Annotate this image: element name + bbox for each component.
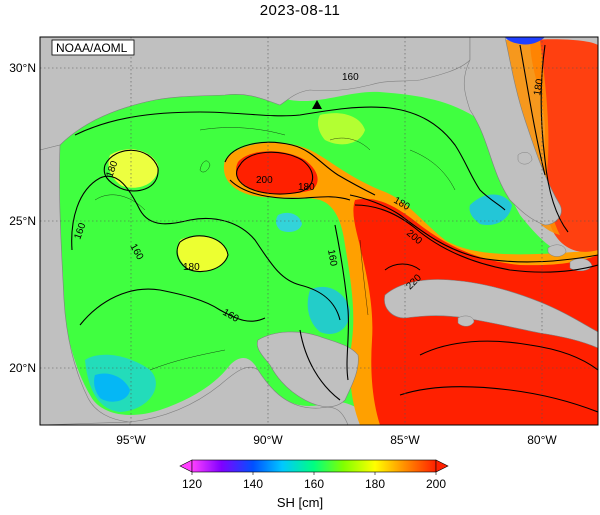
- contour-label: 180: [183, 262, 200, 273]
- lon-label: 85°W: [390, 433, 420, 447]
- lon-label: 95°W: [116, 433, 146, 447]
- cool-patch-sw: [94, 373, 130, 402]
- lon-label: 90°W: [253, 433, 283, 447]
- colorbar-tick-label: 180: [365, 477, 385, 491]
- colorbar-tick-label: 200: [426, 477, 446, 491]
- loop-current-red: [235, 151, 318, 194]
- station-marker-triangle: [312, 100, 322, 109]
- colorbar-max-arrow: [435, 459, 449, 473]
- map-frame: [39, 36, 599, 426]
- warm-patch-west: [108, 149, 159, 188]
- cool-patch-south: [307, 286, 350, 334]
- contour-label: 180: [532, 78, 546, 97]
- contour-label: 160: [342, 72, 359, 83]
- atlantic-blue: [505, 37, 545, 45]
- bahamas-1: [547, 244, 567, 257]
- colorbar-tick-label: 160: [304, 477, 324, 491]
- florida-peninsula: [463, 37, 562, 226]
- cool-patch-florida: [469, 194, 512, 226]
- contour-lines: [71, 44, 598, 413]
- contour-label: 200: [256, 175, 273, 186]
- contour-label: 160: [325, 249, 339, 268]
- lon-label: 80°W: [527, 433, 557, 447]
- mexico-west: [40, 144, 131, 425]
- isle-of-youth: [457, 315, 475, 327]
- mexico-south: [129, 366, 349, 425]
- source-label: NOAA/AOML: [56, 41, 128, 55]
- colorbar: [179, 459, 449, 475]
- lat-label: 25°N: [9, 214, 36, 228]
- longitude-labels: 95°W 90°W 85°W 80°W: [116, 433, 557, 447]
- lat-label: 30°N: [9, 61, 36, 75]
- cuba: [384, 279, 598, 349]
- colorbar-unit-label: SH [cm]: [276, 495, 324, 510]
- us-gulf-coast: [40, 37, 471, 151]
- map-title: 2023-08-11: [259, 2, 341, 19]
- yucatan-peninsula: [257, 331, 359, 408]
- colorbar-gradient: [191, 459, 437, 473]
- contour-label: 180: [298, 182, 315, 193]
- colorbar-tick-label: 120: [182, 477, 202, 491]
- colorbar-min-arrow: [179, 459, 193, 473]
- colorbar-ticks: 120 140 160 180 200: [182, 477, 446, 491]
- warm-patch-center-west: [177, 236, 228, 272]
- source-label-box: [51, 39, 135, 56]
- island-small: [517, 152, 533, 165]
- minor-contours: [94, 127, 456, 371]
- colorbar-tick-label: 140: [243, 477, 263, 491]
- cool-patch-center: [275, 212, 302, 232]
- warm-patch-north: [317, 113, 365, 145]
- lat-label: 20°N: [9, 361, 36, 375]
- latitude-labels: 30°N 25°N 20°N: [9, 61, 36, 375]
- graticule: [40, 37, 598, 425]
